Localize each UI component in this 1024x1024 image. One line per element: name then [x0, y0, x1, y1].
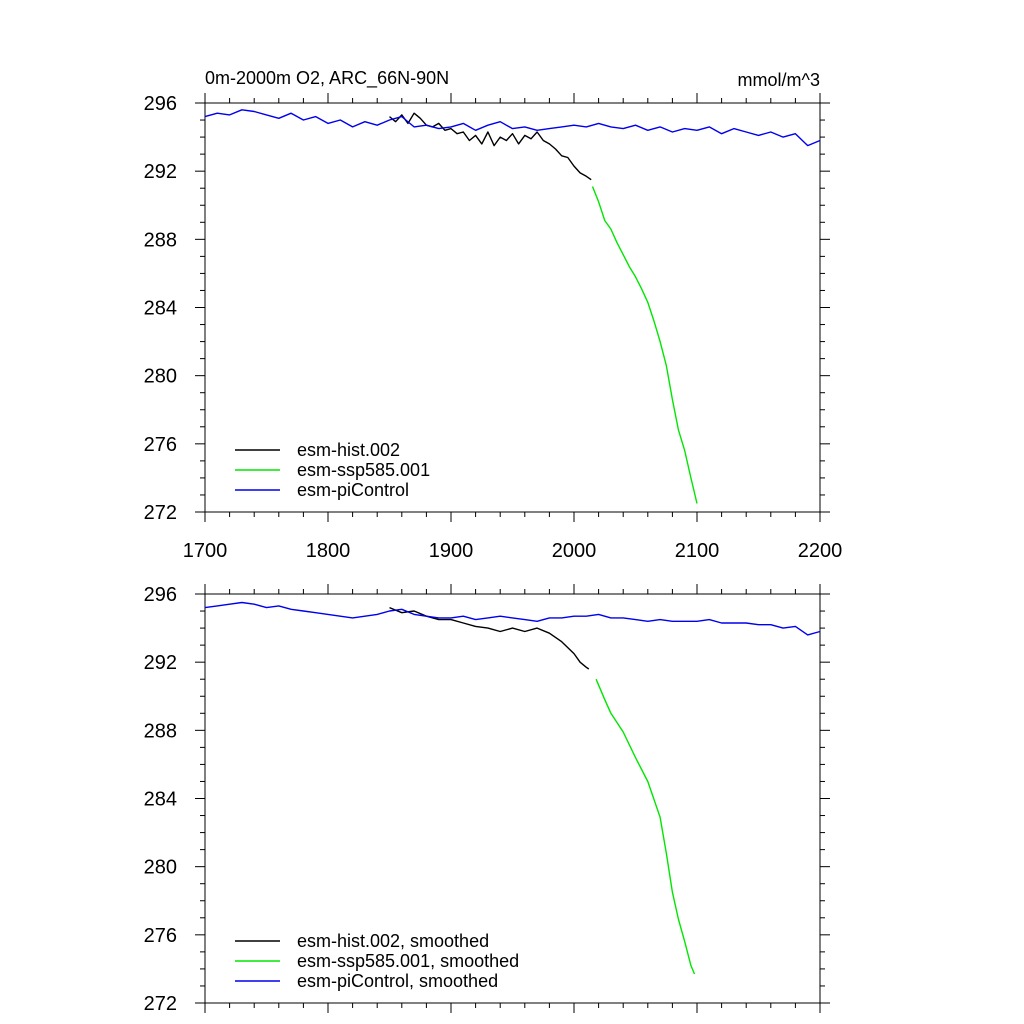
legend-label: esm-ssp585.001 — [297, 460, 430, 480]
legend-label: esm-piControl, smoothed — [297, 971, 498, 991]
legend-label: esm-ssp585.001, smoothed — [297, 951, 519, 971]
legend-label: esm-hist.002, smoothed — [297, 931, 489, 951]
y-tick-label: 276 — [144, 925, 177, 947]
y-tick-label: 272 — [144, 993, 177, 1015]
x-tick-label: 1700 — [183, 540, 228, 562]
y-tick-label: 292 — [144, 652, 177, 674]
bottom-panel: 272 276 280 284 288 292 296 esm-hist.002, smoot… — [144, 584, 830, 1015]
series-line-ctrl — [204, 109, 821, 147]
y-tick-label: 272 — [144, 502, 177, 524]
y-tick-label: 284 — [144, 298, 177, 320]
series-line-hist — [389, 606, 590, 670]
series-line-ssp — [595, 678, 696, 975]
y-tick-label: 280 — [144, 857, 177, 879]
y-tick-label: 288 — [144, 229, 177, 251]
y-tick-label: 292 — [144, 161, 177, 183]
y-tick-label: 296 — [144, 93, 177, 115]
y-tick-label: 288 — [144, 720, 177, 742]
x-tick-label: 1800 — [306, 540, 351, 562]
units-label: mmol/m^3 — [738, 70, 820, 90]
chart-title: 0m-2000m O2, ARC_66N-90N — [205, 68, 449, 89]
y-tick-label: 276 — [144, 434, 177, 456]
y-tick-label: 280 — [144, 366, 177, 388]
y-tick-label: 284 — [144, 789, 177, 811]
x-tick-label: 2200 — [798, 540, 843, 562]
x-tick-label: 1900 — [429, 540, 474, 562]
series-line-ssp — [591, 186, 698, 504]
legend-label: esm-hist.002 — [297, 440, 400, 460]
legend-label: esm-piControl — [297, 480, 409, 500]
x-tick-label: 2000 — [552, 540, 597, 562]
top-panel: 0m-2000m O2, ARC_66N-90N mmol/m^3 272 276… — [144, 68, 843, 562]
series-line-hist — [389, 112, 592, 181]
series-line-ctrl — [204, 601, 821, 636]
x-tick-label: 2100 — [675, 540, 720, 562]
y-tick-label: 296 — [144, 584, 177, 606]
